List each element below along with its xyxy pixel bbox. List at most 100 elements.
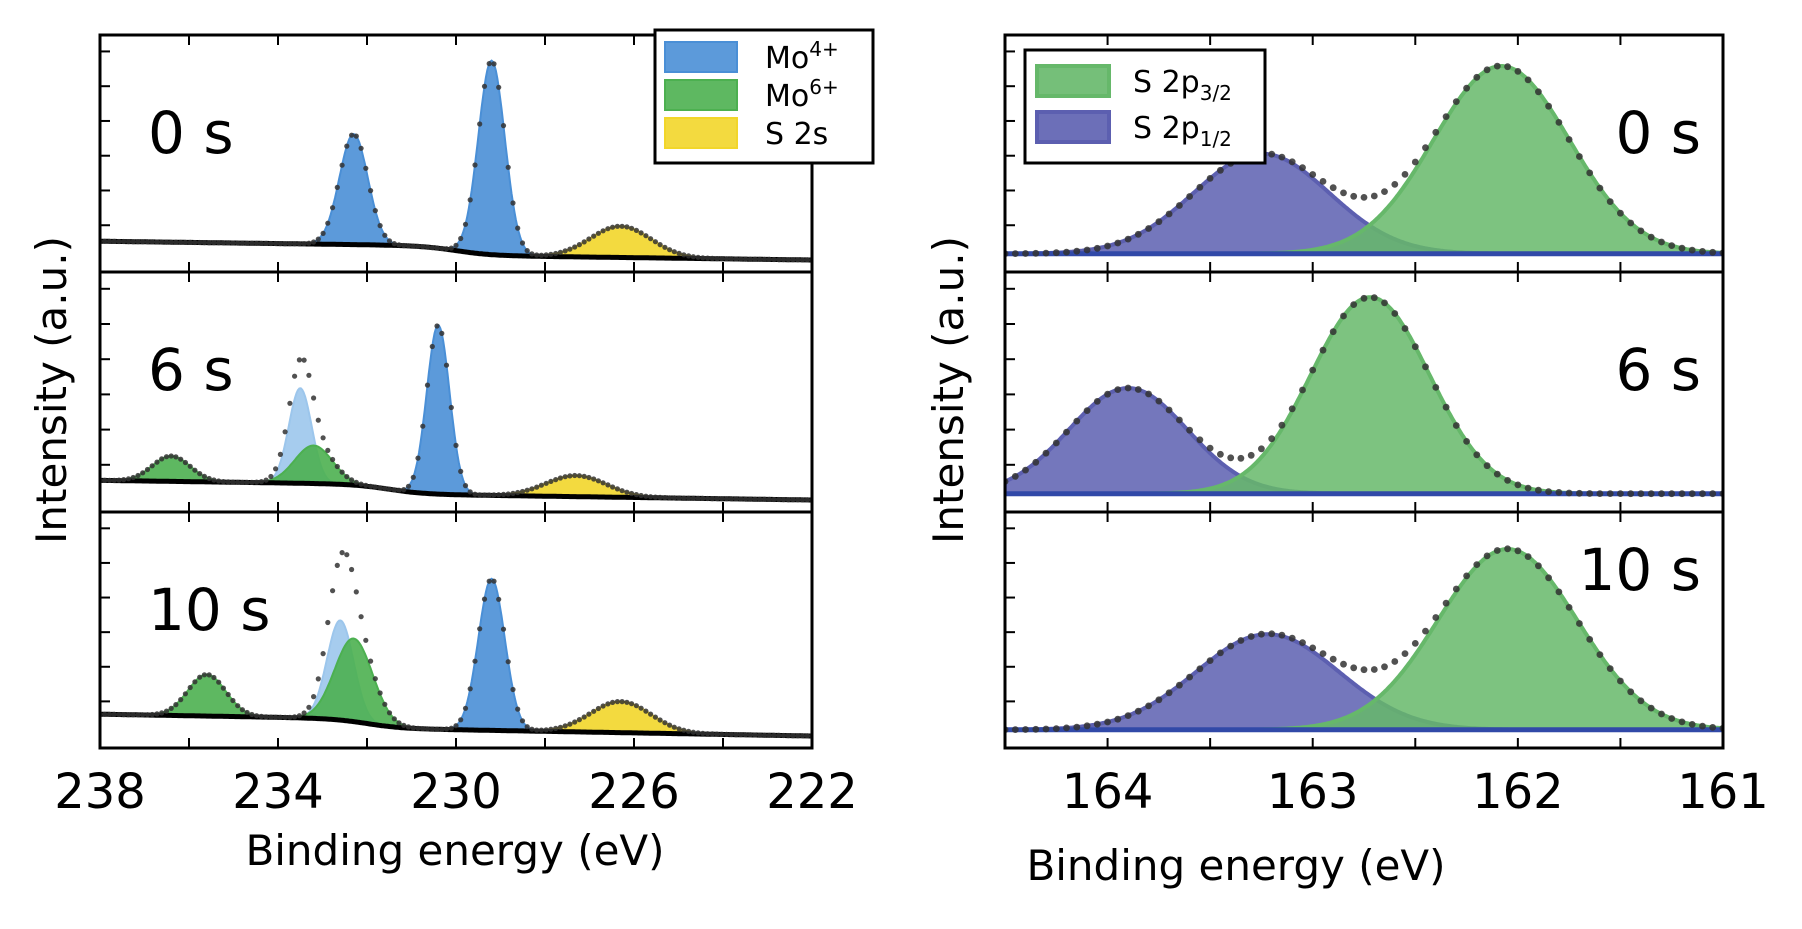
data-point: [738, 732, 744, 738]
data-point: [500, 123, 507, 129]
data-point: [239, 707, 245, 713]
data-point: [1247, 633, 1255, 640]
data-point: [629, 225, 635, 231]
data-point: [1709, 724, 1717, 731]
data-point: [1688, 246, 1696, 254]
data-point: [557, 249, 564, 255]
data-point: [671, 249, 677, 255]
data-point: [534, 484, 540, 490]
data-point: [695, 730, 701, 736]
data-point: [182, 239, 188, 245]
data-point: [1699, 722, 1706, 730]
data-point: [776, 257, 782, 263]
data-point: [1524, 484, 1532, 492]
data-point: [515, 225, 521, 231]
data-point: [263, 714, 269, 720]
data-point: [652, 239, 659, 245]
data-point: [1042, 725, 1050, 733]
data-point: [491, 61, 497, 67]
data-point: [681, 727, 687, 733]
data-point: [1596, 490, 1604, 497]
data-point: [334, 184, 340, 190]
left-y-axis-title: Intensity (a.u.): [27, 236, 76, 544]
data-point: [529, 486, 535, 492]
data-point: [600, 703, 606, 709]
data-point: [1350, 664, 1358, 672]
subplot-left-1: 6 s: [98, 270, 814, 514]
data-point: [1114, 239, 1122, 247]
data-point: [1329, 328, 1337, 336]
data-point: [562, 474, 568, 480]
data-point: [1555, 489, 1563, 496]
data-point: [1022, 726, 1029, 733]
data-point: [106, 711, 113, 718]
data-point: [752, 256, 758, 262]
data-point: [1052, 439, 1060, 447]
data-point: [1627, 688, 1635, 696]
data-point: [344, 552, 350, 558]
data-point: [1452, 585, 1460, 593]
data-point: [472, 658, 478, 664]
data-point: [486, 61, 492, 67]
data-point: [662, 495, 668, 501]
data-point: [714, 256, 720, 262]
data-point: [1668, 490, 1676, 498]
data-point: [657, 242, 663, 248]
data-point: [287, 400, 293, 406]
data-point: [325, 220, 331, 226]
data-point: [605, 226, 611, 232]
data-point: [1083, 246, 1091, 254]
data-point: [220, 685, 226, 691]
data-point: [154, 711, 160, 717]
data-point: [738, 496, 744, 502]
data-point: [1442, 403, 1450, 411]
data-point: [1176, 681, 1183, 689]
data-point: [410, 243, 416, 249]
data-point: [529, 726, 535, 732]
data-point: [695, 495, 701, 501]
data-point: [1493, 470, 1501, 478]
data-point: [1165, 210, 1173, 218]
data-point: [125, 476, 132, 482]
data-point: [771, 732, 777, 738]
left-subplots: 0 s 6 s 10 s: [98, 33, 814, 750]
data-point: [1432, 614, 1440, 621]
data-point: [1340, 189, 1347, 197]
time-label: 0 s: [148, 99, 234, 167]
data-point: [135, 239, 141, 245]
data-point: [724, 496, 730, 502]
data-point: [1452, 422, 1460, 429]
data-point: [1299, 164, 1306, 172]
data-point: [277, 714, 283, 721]
legend-label-s2s: S 2s: [765, 117, 828, 152]
data-point: [633, 492, 640, 498]
data-point: [1617, 677, 1624, 685]
data-point: [216, 679, 222, 685]
data-point: [799, 497, 806, 503]
data-point: [500, 491, 507, 497]
data-point: [372, 208, 378, 214]
data-point: [1083, 407, 1091, 414]
data-point: [405, 243, 412, 249]
data-point: [244, 479, 250, 485]
data-point: [648, 236, 654, 242]
data-point: [1268, 150, 1276, 158]
data-point: [1227, 454, 1235, 462]
data-point: [790, 733, 796, 739]
data-point: [1565, 136, 1573, 143]
data-point: [1555, 119, 1563, 126]
data-point: [1699, 490, 1706, 498]
data-point: [1360, 194, 1368, 201]
x-tick-label: 230: [410, 764, 502, 820]
data-point: [467, 197, 473, 203]
data-point: [1042, 449, 1050, 457]
subplot-right-1: 6 s: [1003, 270, 1725, 514]
data-point: [1186, 673, 1193, 681]
data-point: [481, 83, 488, 89]
right-legend: S 2p3/2S 2p1/2: [1023, 48, 1267, 165]
data-point: [671, 495, 677, 501]
data-point: [249, 711, 255, 718]
data-point: [690, 495, 696, 501]
data-point: [230, 697, 236, 704]
data-point: [690, 254, 696, 260]
